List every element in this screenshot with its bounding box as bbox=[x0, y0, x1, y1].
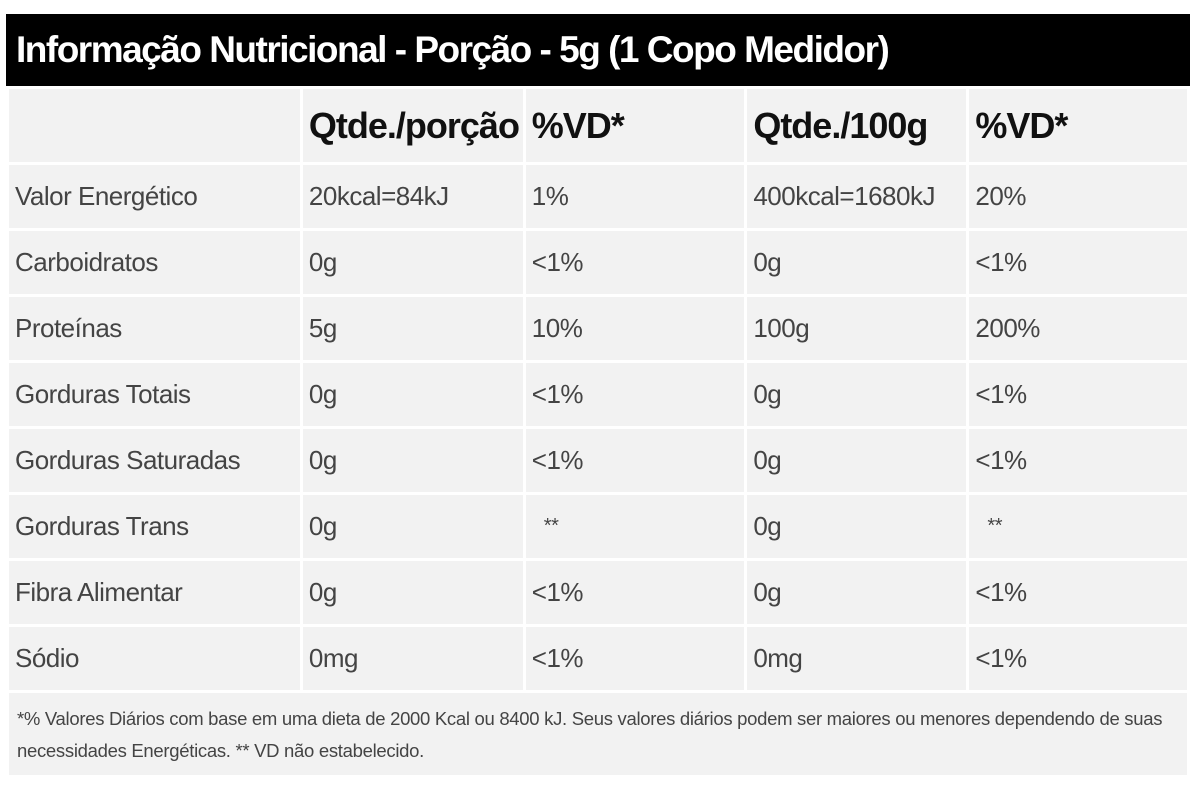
qty-100g: 100g bbox=[747, 297, 967, 360]
table-row: Gorduras Totais 0g <1% 0g <1% bbox=[9, 363, 1187, 426]
nutrient-name: Proteínas bbox=[9, 297, 300, 360]
qty-100g: 0g bbox=[747, 363, 967, 426]
table-row: Gorduras Trans 0g ** 0g ** bbox=[9, 495, 1187, 558]
qty-portion: 20kcal=84kJ bbox=[302, 165, 523, 228]
dv-portion: <1% bbox=[525, 627, 745, 690]
header-qty-100g: Qtde./100g bbox=[747, 89, 967, 162]
dv-100g: <1% bbox=[969, 363, 1187, 426]
dv-portion: <1% bbox=[525, 363, 745, 426]
dv-portion: <1% bbox=[525, 561, 745, 624]
nutrition-title: Informação Nutricional - Porção - 5g (1 … bbox=[6, 14, 1190, 86]
nutrient-name: Sódio bbox=[9, 627, 300, 690]
qty-100g: 0g bbox=[747, 231, 967, 294]
header-dv-portion: %VD* bbox=[525, 89, 745, 162]
dv-portion: 10% bbox=[525, 297, 745, 360]
dv-100g: <1% bbox=[969, 429, 1187, 492]
footnote: *% Valores Diários com base em uma dieta… bbox=[9, 693, 1187, 775]
nutrient-name: Gorduras Saturadas bbox=[9, 429, 300, 492]
dv-100g: <1% bbox=[969, 561, 1187, 624]
dv-100g: 20% bbox=[969, 165, 1187, 228]
table-row: Proteínas 5g 10% 100g 200% bbox=[9, 297, 1187, 360]
table-row: Carboidratos 0g <1% 0g <1% bbox=[9, 231, 1187, 294]
qty-100g: 0g bbox=[747, 495, 967, 558]
qty-portion: 0g bbox=[302, 495, 523, 558]
dv-100g: 200% bbox=[969, 297, 1187, 360]
dv-100g: <1% bbox=[969, 627, 1187, 690]
dv-100g: <1% bbox=[969, 231, 1187, 294]
nutrient-name: Valor Energético bbox=[9, 165, 300, 228]
qty-portion: 0g bbox=[302, 429, 523, 492]
dv-100g: ** bbox=[969, 495, 1187, 558]
qty-100g: 400kcal=1680kJ bbox=[747, 165, 967, 228]
qty-portion: 0mg bbox=[302, 627, 523, 690]
nutrition-table: Qtde./porção %VD* Qtde./100g %VD* Valor … bbox=[6, 86, 1190, 693]
table-header-row: Qtde./porção %VD* Qtde./100g %VD* bbox=[9, 89, 1187, 162]
header-dv-100g: %VD* bbox=[969, 89, 1187, 162]
dv-portion: <1% bbox=[525, 429, 745, 492]
dv-portion: <1% bbox=[525, 231, 745, 294]
header-qty-portion: Qtde./porção bbox=[302, 89, 523, 162]
table-row: Valor Energético 20kcal=84kJ 1% 400kcal=… bbox=[9, 165, 1187, 228]
nutrient-name: Gorduras Totais bbox=[9, 363, 300, 426]
dv-portion: ** bbox=[525, 495, 745, 558]
table-row: Fibra Alimentar 0g <1% 0g <1% bbox=[9, 561, 1187, 624]
nutrient-name: Fibra Alimentar bbox=[9, 561, 300, 624]
dv-portion: 1% bbox=[525, 165, 745, 228]
qty-100g: 0g bbox=[747, 561, 967, 624]
nutrition-facts-panel: Informação Nutricional - Porção - 5g (1 … bbox=[6, 14, 1190, 775]
qty-portion: 5g bbox=[302, 297, 523, 360]
qty-portion: 0g bbox=[302, 561, 523, 624]
nutrient-name: Gorduras Trans bbox=[9, 495, 300, 558]
qty-portion: 0g bbox=[302, 231, 523, 294]
nutrient-name: Carboidratos bbox=[9, 231, 300, 294]
qty-100g: 0g bbox=[747, 429, 967, 492]
qty-portion: 0g bbox=[302, 363, 523, 426]
qty-100g: 0mg bbox=[747, 627, 967, 690]
table-row: Gorduras Saturadas 0g <1% 0g <1% bbox=[9, 429, 1187, 492]
header-cell-blank bbox=[9, 89, 300, 162]
table-row: Sódio 0mg <1% 0mg <1% bbox=[9, 627, 1187, 690]
